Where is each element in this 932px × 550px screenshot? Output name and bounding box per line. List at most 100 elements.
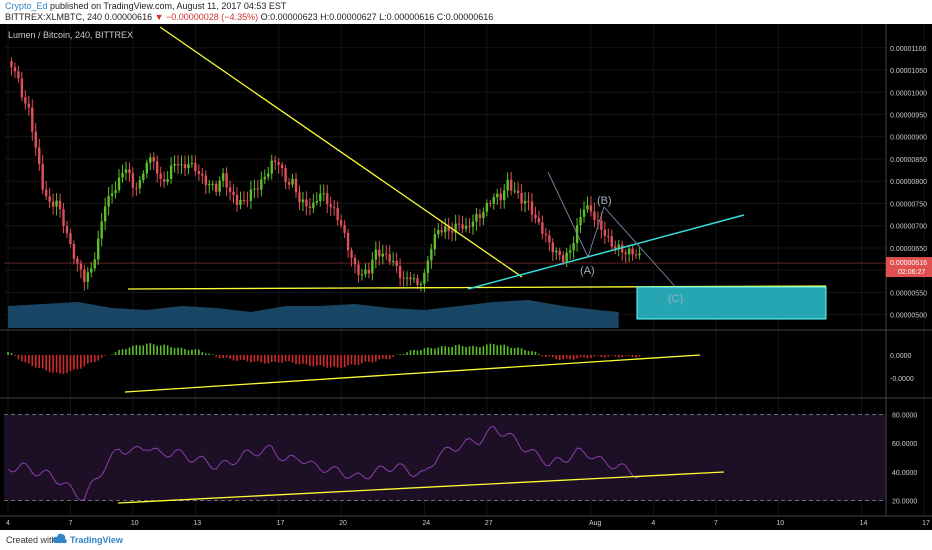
candle[interactable] xyxy=(232,184,235,204)
candle[interactable] xyxy=(513,182,516,194)
candle[interactable] xyxy=(364,263,367,278)
candle[interactable] xyxy=(27,95,31,116)
candle[interactable] xyxy=(537,210,541,226)
candle[interactable] xyxy=(208,180,211,194)
candle[interactable] xyxy=(86,266,90,290)
candle[interactable] xyxy=(475,207,478,231)
candle[interactable] xyxy=(107,187,110,216)
candle[interactable] xyxy=(38,138,41,171)
candle[interactable] xyxy=(83,264,86,291)
candle[interactable] xyxy=(620,240,624,261)
candle[interactable] xyxy=(433,227,437,256)
candle[interactable] xyxy=(419,281,423,292)
candle[interactable] xyxy=(55,193,58,216)
tradingview-brand-link[interactable]: TradingView xyxy=(70,535,123,545)
candle[interactable] xyxy=(426,255,430,282)
candle[interactable] xyxy=(624,249,627,264)
candle[interactable] xyxy=(298,185,301,211)
candle[interactable] xyxy=(437,223,440,239)
rsi-trendline[interactable] xyxy=(117,471,725,504)
candle[interactable] xyxy=(336,201,339,226)
candle[interactable] xyxy=(270,154,273,180)
candle[interactable] xyxy=(568,244,572,260)
candle[interactable] xyxy=(72,240,76,265)
candle[interactable] xyxy=(159,166,162,187)
candle[interactable] xyxy=(121,164,124,183)
candle[interactable] xyxy=(176,155,180,174)
candle[interactable] xyxy=(558,247,561,261)
candle[interactable] xyxy=(69,228,72,248)
candle[interactable] xyxy=(291,173,294,188)
candle[interactable] xyxy=(492,193,495,210)
candle[interactable] xyxy=(402,270,405,287)
candle[interactable] xyxy=(17,65,20,83)
candle[interactable] xyxy=(412,273,416,284)
candle[interactable] xyxy=(614,240,617,254)
candle[interactable] xyxy=(582,201,586,223)
candle[interactable] xyxy=(627,245,631,263)
candle[interactable] xyxy=(62,203,65,234)
candle[interactable] xyxy=(315,192,319,206)
candle[interactable] xyxy=(496,188,499,206)
candle[interactable] xyxy=(138,175,142,194)
candle[interactable] xyxy=(527,192,530,211)
candle[interactable] xyxy=(388,245,391,266)
candle[interactable] xyxy=(204,170,207,195)
candle[interactable] xyxy=(103,197,107,231)
candle[interactable] xyxy=(97,230,100,265)
candle[interactable] xyxy=(197,164,201,181)
candle[interactable] xyxy=(430,243,433,269)
candle[interactable] xyxy=(194,155,197,176)
candle[interactable] xyxy=(416,274,419,290)
candle[interactable] xyxy=(381,244,384,265)
target-zone-box[interactable] xyxy=(636,286,827,320)
candle[interactable] xyxy=(589,196,593,217)
candle[interactable] xyxy=(173,155,176,173)
candle[interactable] xyxy=(357,260,360,283)
candle[interactable] xyxy=(294,172,298,199)
candle[interactable] xyxy=(10,57,13,76)
candle[interactable] xyxy=(548,229,551,252)
candle[interactable] xyxy=(305,191,308,216)
candle[interactable] xyxy=(221,168,225,188)
candle[interactable] xyxy=(603,221,607,244)
candle[interactable] xyxy=(242,191,246,205)
candle[interactable] xyxy=(409,272,412,286)
candle[interactable] xyxy=(329,196,332,216)
candle[interactable] xyxy=(634,249,638,259)
candle[interactable] xyxy=(471,214,475,235)
rsi-pane[interactable] xyxy=(4,413,886,504)
candle[interactable] xyxy=(485,199,489,217)
candle[interactable] xyxy=(65,220,69,238)
candle[interactable] xyxy=(34,123,37,157)
candle[interactable] xyxy=(58,193,62,218)
macd-trendline[interactable] xyxy=(124,354,701,393)
candle[interactable] xyxy=(93,252,96,272)
candle[interactable] xyxy=(41,155,44,195)
candle[interactable] xyxy=(593,202,596,228)
candle[interactable] xyxy=(332,200,336,216)
candle[interactable] xyxy=(260,171,263,197)
candle[interactable] xyxy=(114,181,117,199)
candle[interactable] xyxy=(339,214,343,228)
candle[interactable] xyxy=(534,206,537,224)
candle[interactable] xyxy=(13,62,17,78)
candle[interactable] xyxy=(190,154,194,168)
candle[interactable] xyxy=(638,247,641,260)
candle[interactable] xyxy=(503,184,506,209)
abc-wave-path[interactable] xyxy=(547,171,681,293)
candle[interactable] xyxy=(277,158,280,174)
candle[interactable] xyxy=(44,180,48,200)
candle[interactable] xyxy=(31,99,34,141)
candle[interactable] xyxy=(499,187,502,209)
candle[interactable] xyxy=(565,247,568,268)
rising-support-line[interactable] xyxy=(467,214,745,290)
candle[interactable] xyxy=(211,180,214,191)
candle[interactable] xyxy=(506,172,509,198)
candle[interactable] xyxy=(124,161,128,181)
candle[interactable] xyxy=(346,228,350,258)
candle[interactable] xyxy=(586,196,589,213)
candle[interactable] xyxy=(215,180,218,196)
candle[interactable] xyxy=(319,184,322,207)
candle[interactable] xyxy=(607,228,610,243)
